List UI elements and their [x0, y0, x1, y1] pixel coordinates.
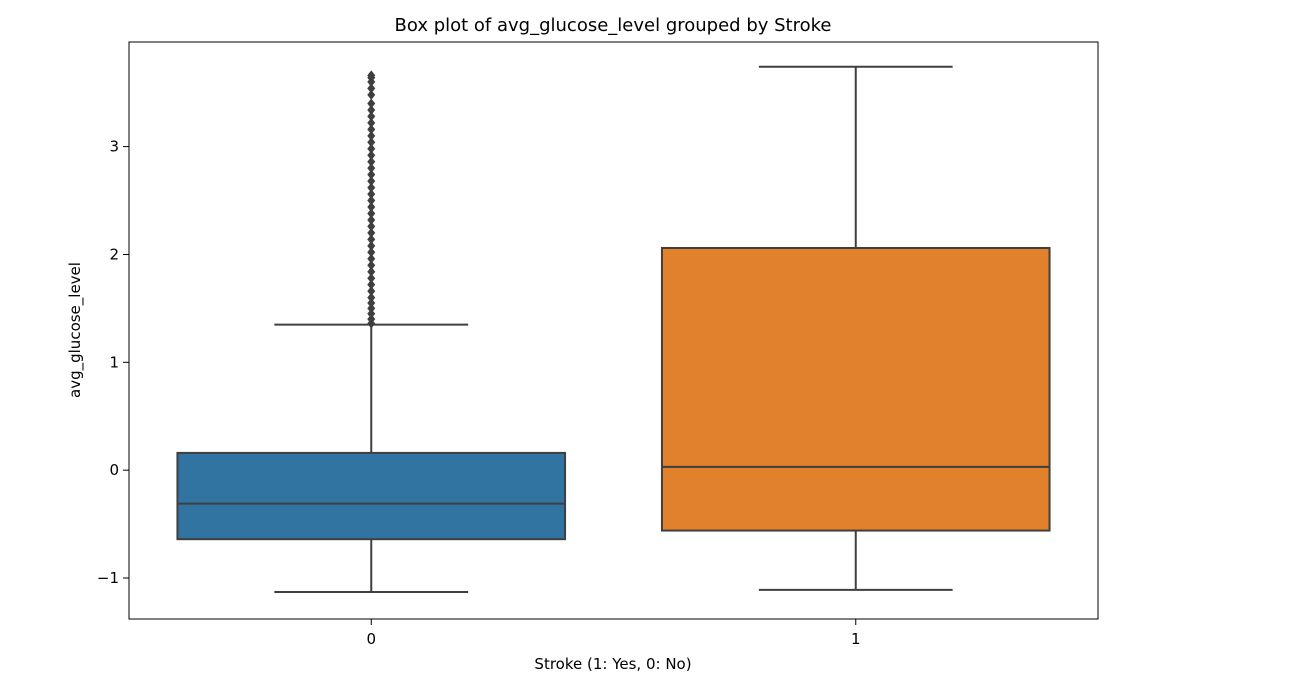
outlier-point	[367, 143, 376, 154]
box-0	[176, 451, 567, 541]
x-axis-label: Stroke (1: Yes, 0: No)	[534, 655, 691, 673]
outlier-point	[367, 137, 376, 148]
outlier-point	[367, 234, 376, 245]
outlier-point	[367, 214, 376, 225]
outlier-point	[367, 195, 376, 206]
outlier-point	[367, 279, 376, 290]
outlier-point	[367, 260, 376, 271]
outlier-point	[367, 150, 376, 161]
outlier-point	[367, 221, 376, 232]
outlier-point	[367, 227, 376, 238]
outlier-point	[367, 89, 376, 100]
outlier-point	[367, 189, 376, 200]
outlier-point	[367, 130, 376, 141]
outlier-point	[367, 266, 376, 277]
outlier-point	[367, 169, 376, 180]
outlier-point	[367, 314, 376, 325]
outlier-point	[367, 117, 376, 128]
y-tick-label: 2	[109, 245, 119, 263]
outlier-point	[367, 253, 376, 264]
outlier-point	[367, 240, 376, 251]
x-tick-label: 0	[366, 630, 376, 648]
x-tick-label: 1	[851, 630, 861, 648]
outlier-point	[367, 70, 376, 81]
plot-frame	[128, 41, 1099, 620]
box-group-1	[660, 65, 1051, 591]
outlier-point	[367, 286, 376, 297]
outlier-point	[367, 163, 376, 174]
y-tick-label: 0	[109, 461, 119, 479]
outlier-point	[367, 297, 376, 308]
outlier-point	[367, 98, 376, 109]
outlier-point	[367, 182, 376, 193]
outlier-point	[367, 202, 376, 213]
outlier-point	[367, 247, 376, 258]
chart-title: Box plot of avg_glucose_level grouped by…	[395, 15, 832, 36]
outlier-point	[367, 273, 376, 284]
box-1	[660, 246, 1051, 532]
outlier-point	[367, 176, 376, 187]
outlier-point	[367, 303, 376, 314]
plot-area	[176, 65, 1051, 594]
y-tick-label: 3	[109, 138, 119, 156]
outlier-point	[367, 124, 376, 135]
outlier-point	[367, 292, 376, 303]
y-axis-label: avg_glucose_level	[66, 262, 85, 398]
outlier-point	[367, 83, 376, 94]
outlier-point	[367, 156, 376, 167]
outlier-point	[367, 208, 376, 219]
outlier-point	[367, 111, 376, 122]
axis-ticks: −1 0 1 2 3 0 1	[97, 138, 861, 648]
outlier-point	[367, 104, 376, 115]
box-group-0	[176, 70, 567, 594]
outlier-point	[367, 308, 376, 319]
y-tick-label: 1	[109, 353, 119, 371]
y-tick-label: −1	[97, 569, 119, 587]
